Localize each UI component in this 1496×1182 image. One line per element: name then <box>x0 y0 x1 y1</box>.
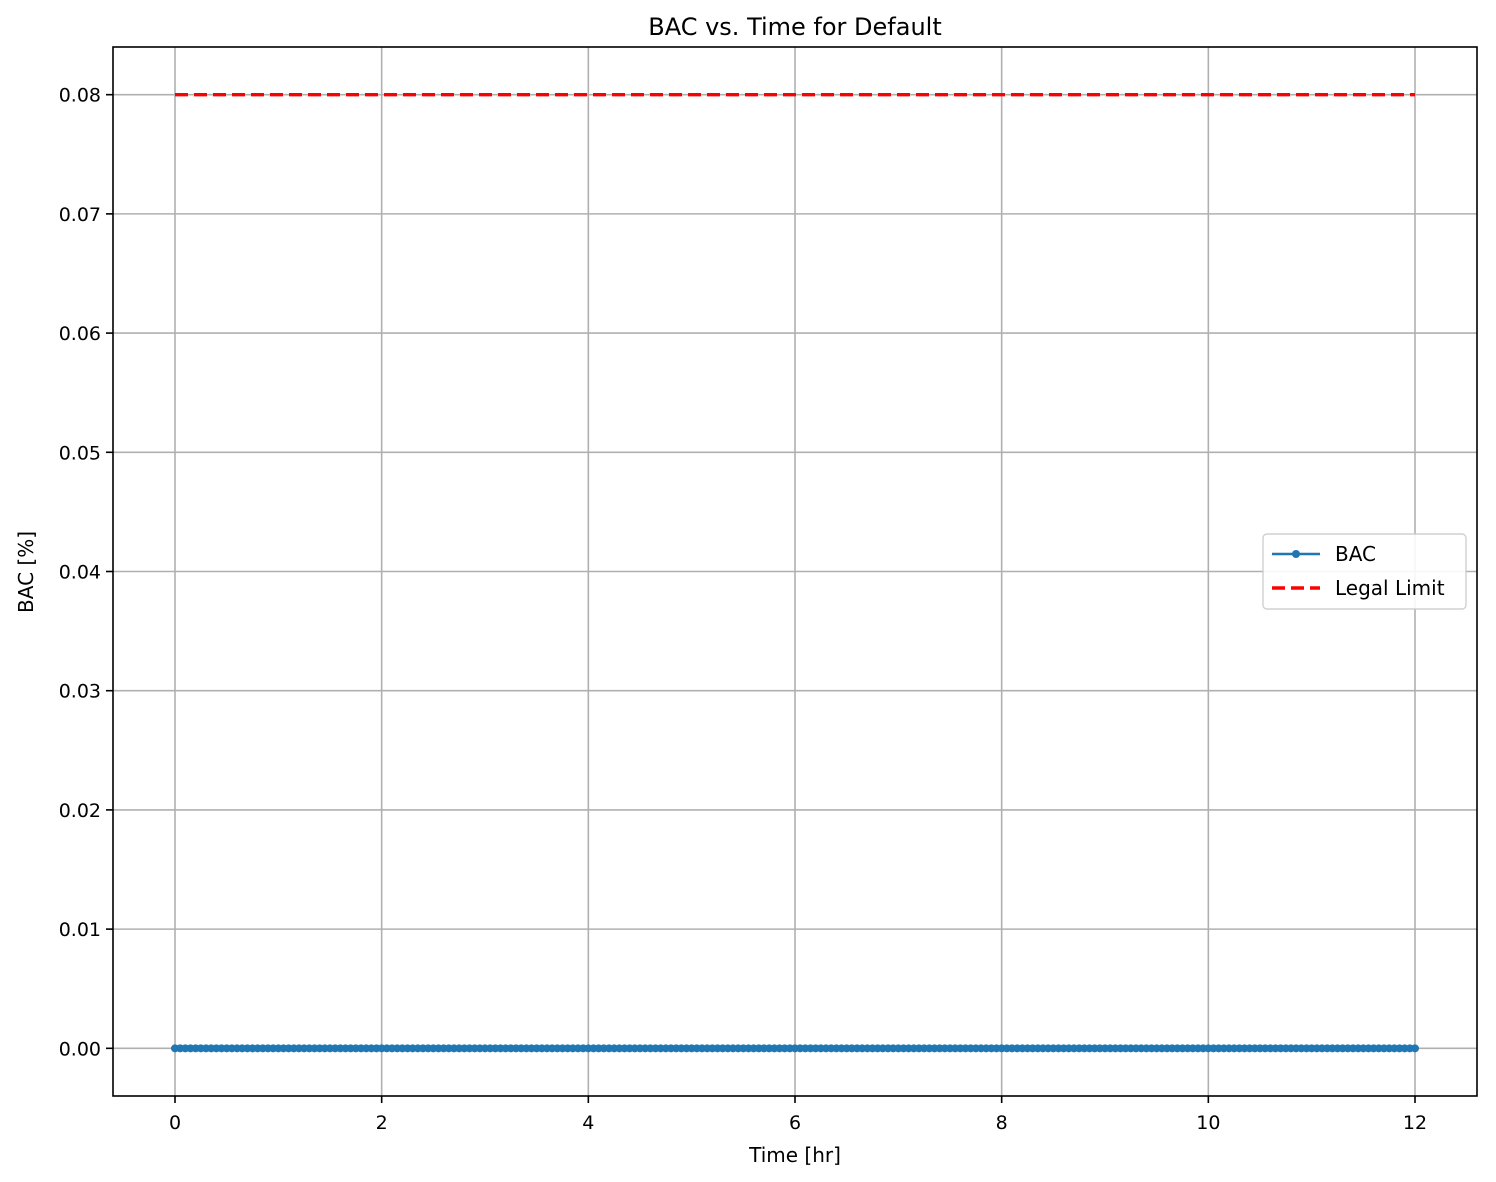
series-bac <box>171 1044 1419 1053</box>
chart-title: BAC vs. Time for Default <box>648 13 942 41</box>
legend-bac-marker <box>1292 550 1300 558</box>
x-tick-label: 0 <box>169 1112 181 1134</box>
x-tick-label: 8 <box>996 1112 1008 1134</box>
y-tick-label: 0.05 <box>59 442 101 464</box>
x-tick-label: 6 <box>789 1112 801 1134</box>
x-tick-label: 2 <box>376 1112 388 1134</box>
y-tick-label: 0.03 <box>59 681 101 703</box>
legend-bac-label: BAC <box>1335 542 1376 566</box>
x-tick-label: 12 <box>1403 1112 1427 1134</box>
x-axis-label: Time [hr] <box>748 1143 841 1167</box>
legend: BAC Legal Limit <box>1262 533 1467 610</box>
legend-legal-limit-label: Legal Limit <box>1335 576 1445 600</box>
y-tick-label: 0.04 <box>59 562 101 584</box>
y-tick-label: 0.07 <box>59 204 101 226</box>
y-axis-label: BAC [%] <box>14 531 38 613</box>
y-tick-label: 0.08 <box>59 85 101 107</box>
x-tick-label: 10 <box>1196 1112 1220 1134</box>
y-tick-label: 0.01 <box>59 919 101 941</box>
plot-series <box>171 92 1419 1053</box>
axis-ticks: 0 2 4 6 8 10 12 0.00 0.01 0.02 0.03 0.04 0.05 0.06 0.0… <box>59 85 1427 1134</box>
y-tick-label: 0.02 <box>59 800 101 822</box>
y-tick-label: 0.00 <box>59 1038 101 1060</box>
y-tick-label: 0.06 <box>59 323 101 345</box>
x-tick-label: 4 <box>582 1112 594 1134</box>
bac-point <box>1411 1044 1419 1053</box>
